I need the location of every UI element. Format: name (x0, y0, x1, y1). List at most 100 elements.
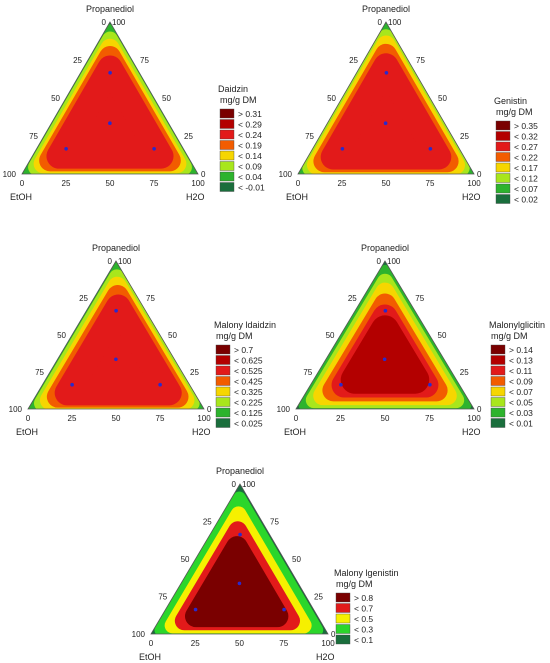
legend-title: Malonylglicitin (489, 320, 545, 330)
design-point (339, 382, 343, 387)
ternary-panel-5 (151, 484, 328, 634)
legend-swatch (219, 119, 235, 129)
legend-title: Malony ldaidzin (214, 320, 276, 330)
design-point (383, 121, 388, 126)
legend-swatch (215, 344, 231, 355)
legend-entry: < 0.625 (234, 356, 263, 366)
tick-label: 50 (168, 331, 177, 340)
vertex-label-right: H2O (462, 192, 481, 202)
tick-label: 100 (118, 257, 132, 266)
legend-swatch (215, 407, 231, 418)
design-point (237, 581, 242, 586)
tick-label: 75 (279, 639, 288, 648)
tick-label: 0 (331, 630, 336, 639)
legend-entry: < 0.325 (234, 387, 263, 397)
legend-entry: < 0.07 (509, 387, 533, 397)
tick-label: 100 (467, 179, 481, 188)
legend-units: mg/g DM (496, 107, 533, 117)
tick-label: 50 (381, 414, 390, 423)
legend-entry: < 0.03 (509, 408, 533, 418)
tick-label: 25 (191, 639, 200, 648)
tick-label: 75 (270, 518, 279, 527)
design-point (152, 146, 156, 151)
legend-swatch (490, 418, 506, 428)
tick-label: 0 (102, 18, 107, 27)
legend-swatch (495, 173, 511, 183)
legend-swatch (335, 624, 351, 634)
legend-entry: > 0.8 (354, 593, 373, 603)
design-point (428, 382, 432, 387)
contour-band (184, 536, 289, 628)
tick-label: 25 (336, 414, 345, 423)
tick-label: 0 (294, 414, 299, 423)
legend-swatch (219, 150, 235, 161)
tick-label: 25 (203, 518, 212, 527)
vertex-label-top: Propanediol (216, 466, 264, 476)
design-point (382, 357, 387, 362)
legend-swatch (219, 182, 235, 192)
vertex-label-top: Propanediol (92, 243, 140, 253)
tick-label: 25 (184, 132, 193, 141)
legend-entry: < 0.29 (238, 120, 262, 130)
contour-band (340, 315, 430, 394)
tick-label: 0 (207, 405, 212, 414)
legend-entry: < 0.1 (354, 635, 373, 645)
legend-entry: < 0.12 (514, 174, 538, 184)
design-point (114, 308, 118, 313)
tick-label: 0 (26, 414, 31, 423)
triangle-frame (295, 260, 475, 410)
tick-label: 25 (349, 56, 358, 65)
legend-swatch (219, 140, 235, 150)
vertex-label-right: H2O (192, 427, 211, 437)
tick-label: 0 (149, 639, 154, 648)
tick-label: 0 (477, 405, 482, 414)
tick-label: 100 (279, 170, 293, 179)
tick-label: 75 (29, 132, 38, 141)
vertex-label-left: EtOH (284, 427, 306, 437)
legend-entry: < 0.07 (514, 184, 538, 194)
legend-entry: < 0.525 (234, 366, 263, 376)
legend-entry: < 0.225 (234, 398, 263, 408)
tick-label: 0 (232, 480, 237, 489)
design-point (282, 607, 286, 612)
tick-label: 75 (425, 414, 434, 423)
tick-label: 0 (20, 179, 25, 188)
tick-label: 50 (112, 414, 121, 423)
tick-label: 50 (292, 555, 301, 564)
tick-label: 100 (132, 630, 146, 639)
legend-title: Malony lgenistin (334, 568, 399, 578)
tick-label: 50 (235, 639, 244, 648)
design-point (384, 70, 389, 75)
legend-swatch (495, 120, 511, 131)
triangle-frame (297, 21, 475, 175)
legend-entry: < 0.19 (238, 141, 262, 151)
ternary-panel-4 (296, 261, 474, 409)
vertex-label-left: EtOH (10, 192, 32, 202)
ternary-panel-1 (22, 22, 198, 174)
legend-swatch (490, 355, 506, 365)
tick-label: 75 (35, 368, 44, 377)
legend-entry: < 0.11 (509, 366, 533, 376)
tick-label: 100 (242, 480, 256, 489)
legend-swatch (335, 634, 351, 645)
legend-entry: < 0.13 (509, 356, 533, 366)
design-point (238, 532, 242, 537)
legend-swatch (215, 376, 231, 386)
legend-swatch (215, 418, 231, 428)
legend-units: mg/g DM (216, 331, 253, 341)
tick-label: 75 (150, 179, 159, 188)
tick-label: 75 (156, 414, 165, 423)
legend-swatch (490, 407, 506, 418)
tick-label: 0 (296, 179, 301, 188)
tick-label: 25 (314, 593, 323, 602)
legend-units: mg/g DM (220, 95, 257, 105)
legend-swatch (495, 162, 511, 173)
vertex-label-left: EtOH (16, 427, 38, 437)
tick-label: 25 (460, 132, 469, 141)
legend-entry: < 0.27 (514, 142, 538, 152)
design-point (383, 308, 388, 313)
legend-entry: < 0.09 (238, 162, 262, 172)
legend-swatch (219, 129, 235, 140)
legend-swatch (215, 355, 231, 365)
tick-label: 50 (327, 94, 336, 103)
